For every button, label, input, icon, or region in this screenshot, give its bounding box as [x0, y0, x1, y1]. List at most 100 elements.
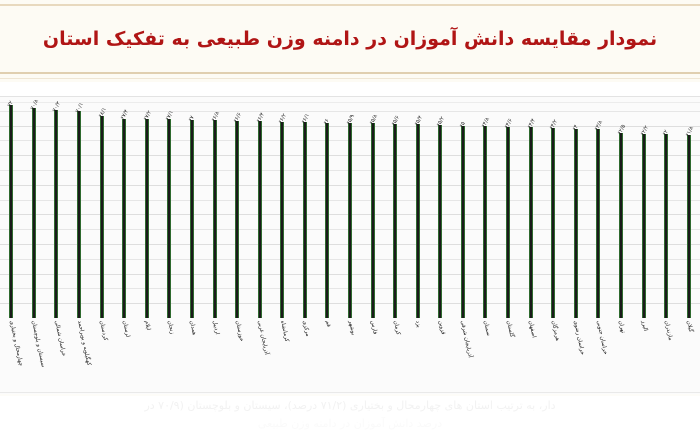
- footer-line-2: درصد دانش آموزان در دامنه وزن طبیعی: [257, 417, 443, 430]
- category-label: کرمان: [391, 320, 401, 336]
- bar-value-label: ۶۶/۲: [277, 112, 289, 126]
- bar: [641, 133, 646, 318]
- footer: دار، به ترتیب استان های چهارمحال و بختیا…: [0, 396, 700, 437]
- category-label: سیستان و بلوچستان: [30, 320, 47, 368]
- category-axis-labels: چهارمحال و بختیاری سیستان و بلوچستان خراسا…: [0, 320, 700, 394]
- bar-value-label: ۶۶/۶: [232, 111, 244, 124]
- bar-value-label: ۶۲: [661, 129, 670, 138]
- bar-value-label: ۶۲/۲: [639, 124, 650, 137]
- bar-value-label: ۷۰/۱: [74, 101, 86, 114]
- category-label: هرمزگان: [549, 320, 561, 342]
- banner-top-rule: [0, 4, 700, 6]
- bar: [144, 119, 149, 318]
- category-label: البرز: [640, 320, 649, 332]
- bar-value-label: ۶۳/۸: [594, 119, 605, 133]
- category-label: کردستان: [98, 320, 109, 342]
- category-label: زنجان: [165, 320, 175, 335]
- bar: [460, 125, 465, 318]
- bar: [551, 127, 556, 318]
- bar-value-label: ۷۲: [6, 99, 16, 108]
- bar: [122, 118, 127, 318]
- banner-bottom-rule-thin: [0, 78, 700, 79]
- bar: [257, 121, 262, 318]
- category-label: گیلان: [685, 320, 694, 333]
- category-label: ایلام: [143, 320, 152, 331]
- bar: [302, 122, 307, 318]
- bar: [483, 126, 488, 318]
- bar: [189, 119, 194, 318]
- category-label: قزوین: [436, 320, 446, 336]
- category-label: لرستان: [120, 320, 131, 338]
- category-label: خراسان جنوبی: [595, 320, 609, 356]
- bar: [664, 134, 669, 318]
- bar-value-label: ۶۱/۸: [684, 125, 695, 139]
- category-label: کهگیلویه و بویراحمد: [75, 320, 92, 367]
- category-label: خراسان شمالی: [53, 320, 67, 357]
- bar-value-label: ۶۵: [458, 120, 467, 129]
- bar-value-label: ۶۴/۲: [548, 118, 560, 131]
- bar: [280, 122, 285, 318]
- category-label: قم: [324, 320, 332, 328]
- bar-value-label: ۶۵/۹: [345, 113, 357, 126]
- bar: [167, 119, 172, 318]
- bar-value-label: ۶۴/۶: [503, 117, 515, 130]
- bar-value-label: ۷۰/۳: [52, 100, 63, 113]
- bar: [77, 110, 82, 318]
- bar-value-label: ۶۴: [571, 123, 580, 132]
- category-label: بوشهر: [346, 320, 356, 336]
- category-label: خوزستان: [233, 320, 245, 343]
- banner-bottom-rule: [0, 72, 700, 74]
- category-label: تهران: [617, 320, 627, 334]
- bar-value-label: ۶۵/۶: [390, 114, 402, 127]
- category-label: آذربایجان شرقی: [459, 320, 474, 359]
- bar: [348, 122, 352, 318]
- bar: [528, 127, 533, 318]
- plot-top-border-secondary: [0, 102, 700, 103]
- bar-value-label: ۶۷/۱: [165, 110, 176, 123]
- bar: [325, 122, 330, 318]
- category-label: مازندران: [662, 320, 673, 342]
- bar-value-label: ۶۲/۵: [616, 123, 627, 136]
- bars-layer: ۷۲ ۷۰/۸ ۷۰/۳ ۷۰/۱ ۶۸/۱ ۶۷/۴ ۶۷/۲ ۶۷/۱ ۶۷ ۶۶/۸ ۶۶/۶…: [0, 96, 700, 318]
- footer-separator: [0, 392, 700, 393]
- category-label: همدان: [188, 320, 198, 336]
- bar: [618, 133, 623, 318]
- title-banner: نمودار مقایسه دانش آموزان در دامنه وزن ط…: [0, 0, 700, 82]
- plot-area: ۷۲ ۷۰/۸ ۷۰/۳ ۷۰/۱ ۶۸/۱ ۶۷/۴ ۶۷/۲ ۶۷/۱ ۶۷ ۶۶/۸ ۶۶/۶…: [0, 96, 700, 394]
- bar: [438, 125, 443, 318]
- category-label: خراسان رضوی: [572, 320, 586, 356]
- category-label: فارس: [369, 320, 378, 335]
- bar: [686, 135, 691, 318]
- bar: [31, 108, 36, 318]
- gridline: [0, 111, 700, 112]
- banner-gap: [0, 82, 700, 96]
- bar: [596, 129, 601, 318]
- bar: [99, 116, 104, 318]
- bar-value-label: ۶۴/۸: [481, 116, 492, 130]
- category-label: یزد: [414, 320, 422, 329]
- bar: [54, 109, 59, 318]
- bar: [573, 128, 578, 318]
- bar: [415, 124, 420, 318]
- bar: [235, 120, 240, 318]
- category-label: کرمانشاه: [278, 320, 290, 343]
- category-label: چهارمحال و بختیاری: [7, 320, 24, 367]
- category-label: گلستان: [504, 320, 515, 338]
- category-label: اصفهان: [527, 320, 537, 339]
- bar-value-label: ۶۷/۲: [142, 109, 153, 123]
- bar: [9, 104, 14, 318]
- bar: [506, 126, 511, 318]
- bar-value-label: ۶۶: [323, 117, 332, 126]
- bar-value-label: ۶۵/۲: [436, 115, 447, 128]
- footer-line-1: دار، به ترتیب استان های چهارمحال و بختیا…: [144, 399, 556, 412]
- category-label: آذربایجان غربی: [256, 320, 270, 356]
- bar: [393, 123, 398, 318]
- bar: [370, 123, 375, 318]
- category-label: اردبیل: [211, 320, 220, 336]
- category-label: سمنان: [482, 320, 492, 337]
- category-label: مرکزی: [301, 320, 311, 338]
- plot-top-border: [0, 96, 700, 97]
- bar: [212, 120, 217, 318]
- page-title: نمودار مقایسه دانش آموزان در دامنه وزن ط…: [42, 28, 658, 50]
